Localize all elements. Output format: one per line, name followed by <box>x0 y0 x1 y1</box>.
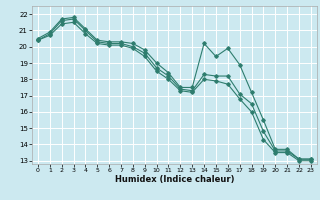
X-axis label: Humidex (Indice chaleur): Humidex (Indice chaleur) <box>115 175 234 184</box>
